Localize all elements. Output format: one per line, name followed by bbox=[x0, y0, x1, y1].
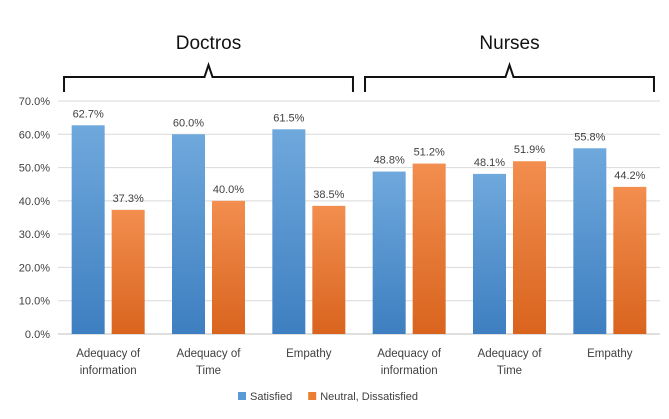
y-tick-label: 60.0% bbox=[19, 129, 50, 141]
x-category-label: Adequacy of bbox=[377, 348, 442, 360]
bar-neutral-dissatisfied bbox=[212, 200, 245, 334]
bar-satisfied bbox=[272, 129, 306, 334]
x-axis: Adequacy of information Adequacy of Time Emp… bbox=[76, 348, 633, 377]
data-label: 55.8% bbox=[574, 131, 605, 143]
bar-satisfied bbox=[573, 148, 607, 334]
x-category-label: Time bbox=[196, 365, 221, 377]
legend-label: Satisfied bbox=[250, 391, 292, 403]
y-tick-label: 10.0% bbox=[19, 296, 50, 308]
bar-neutral-dissatisfied bbox=[412, 163, 446, 334]
data-label: 37.3% bbox=[113, 193, 144, 205]
data-labels: 62.7% 37.3% 60.0% 40.0% 61.5% 38.5% 48.8% 51.2%… bbox=[73, 108, 646, 205]
legend: Satisfied Neutral, Dissatisfied bbox=[238, 391, 418, 403]
data-label: 51.9% bbox=[514, 144, 545, 156]
x-category-label: information bbox=[80, 365, 137, 377]
group-title: Doctros bbox=[176, 33, 241, 54]
data-label: 62.7% bbox=[73, 108, 104, 120]
group-bracket bbox=[63, 61, 354, 92]
group-brackets: Doctros Nurses bbox=[63, 33, 655, 92]
bars bbox=[71, 125, 647, 334]
x-category-label: information bbox=[381, 365, 438, 377]
y-tick-label: 0.0% bbox=[25, 329, 50, 341]
legend-swatch bbox=[308, 392, 317, 400]
x-category-label: Empathy bbox=[286, 348, 332, 360]
group-title: Nurses bbox=[479, 33, 539, 54]
bar-satisfied bbox=[473, 173, 506, 334]
data-label: 48.8% bbox=[374, 155, 405, 167]
group-bracket bbox=[364, 61, 655, 92]
bar-satisfied bbox=[172, 134, 205, 334]
x-category-label: Empathy bbox=[587, 348, 633, 360]
y-tick-label: 50.0% bbox=[19, 163, 50, 175]
legend-swatch bbox=[238, 392, 246, 400]
gridlines bbox=[58, 100, 660, 335]
bar-satisfied bbox=[71, 125, 105, 334]
data-label: 44.2% bbox=[614, 170, 645, 182]
x-category-label: Time bbox=[497, 365, 522, 377]
x-category-label: Adequacy of bbox=[76, 348, 141, 360]
x-category-label: Adequacy of bbox=[478, 348, 543, 360]
y-tick-label: 20.0% bbox=[19, 262, 50, 274]
bar-neutral-dissatisfied bbox=[513, 161, 546, 334]
data-label: 61.5% bbox=[273, 112, 304, 124]
bar-neutral-dissatisfied bbox=[312, 205, 346, 334]
y-axis: 0.0% 10.0% 20.0% 30.0% 40.0% 50.0% 60.0% 70.0% bbox=[19, 96, 50, 341]
data-label: 51.2% bbox=[414, 147, 445, 159]
data-label: 60.0% bbox=[173, 117, 204, 129]
legend-label: Neutral, Dissatisfied bbox=[320, 391, 418, 403]
x-category-label: Adequacy of bbox=[177, 348, 242, 360]
bar-satisfied bbox=[372, 171, 406, 334]
data-label: 40.0% bbox=[213, 184, 244, 196]
data-label: 38.5% bbox=[313, 189, 344, 201]
bar-neutral-dissatisfied bbox=[111, 209, 145, 334]
y-tick-label: 70.0% bbox=[19, 96, 50, 108]
y-tick-label: 30.0% bbox=[19, 229, 50, 241]
y-tick-label: 40.0% bbox=[19, 196, 50, 208]
data-label: 48.1% bbox=[474, 157, 505, 169]
bar-neutral-dissatisfied bbox=[613, 186, 647, 334]
